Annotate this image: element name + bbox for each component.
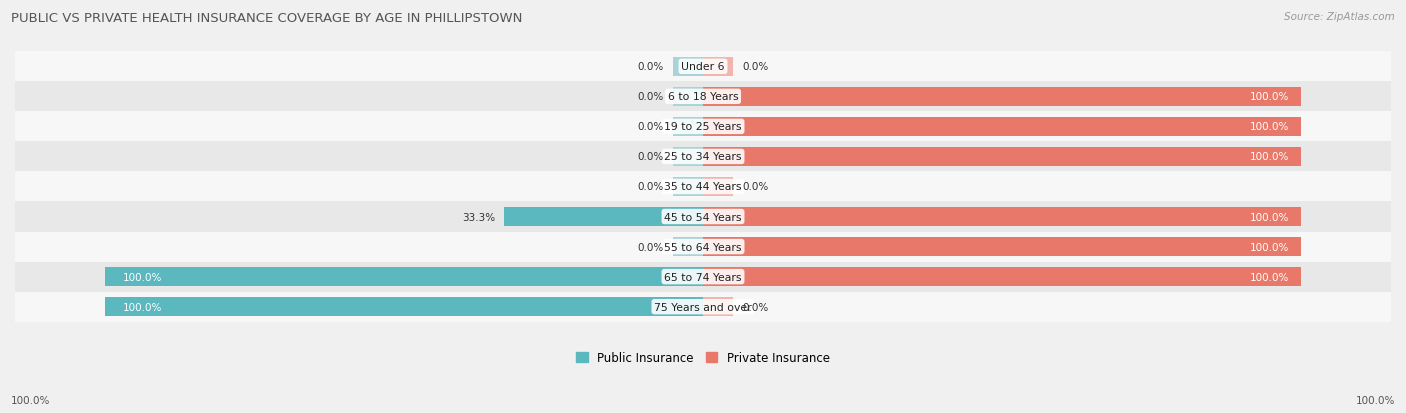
- Bar: [15, 82, 1391, 112]
- Bar: [104, 268, 703, 286]
- Bar: [15, 292, 1391, 322]
- Text: 19 to 25 Years: 19 to 25 Years: [664, 122, 742, 132]
- Legend: Public Insurance, Private Insurance: Public Insurance, Private Insurance: [576, 351, 830, 365]
- Bar: [703, 268, 1302, 286]
- Text: 0.0%: 0.0%: [742, 182, 768, 192]
- Text: 6 to 18 Years: 6 to 18 Years: [668, 92, 738, 102]
- Text: 0.0%: 0.0%: [638, 242, 664, 252]
- Text: 0.0%: 0.0%: [638, 62, 664, 72]
- Bar: [703, 148, 1302, 166]
- Text: 100.0%: 100.0%: [1250, 242, 1289, 252]
- Bar: [673, 237, 703, 256]
- Text: 100.0%: 100.0%: [122, 272, 162, 282]
- Text: 100.0%: 100.0%: [1250, 152, 1289, 162]
- Bar: [703, 88, 1302, 107]
- Bar: [703, 208, 1302, 226]
- Bar: [703, 58, 733, 76]
- Text: 65 to 74 Years: 65 to 74 Years: [664, 272, 742, 282]
- Text: 0.0%: 0.0%: [638, 152, 664, 162]
- Bar: [15, 142, 1391, 172]
- Text: 100.0%: 100.0%: [11, 395, 51, 405]
- Bar: [15, 52, 1391, 82]
- Bar: [503, 208, 703, 226]
- Text: 75 Years and over: 75 Years and over: [654, 302, 752, 312]
- Bar: [15, 112, 1391, 142]
- Text: 0.0%: 0.0%: [638, 122, 664, 132]
- Text: 55 to 64 Years: 55 to 64 Years: [664, 242, 742, 252]
- Text: 100.0%: 100.0%: [1250, 122, 1289, 132]
- Text: 100.0%: 100.0%: [1355, 395, 1395, 405]
- Bar: [673, 178, 703, 196]
- Bar: [673, 88, 703, 107]
- Bar: [703, 178, 733, 196]
- Text: 0.0%: 0.0%: [638, 92, 664, 102]
- Bar: [703, 237, 1302, 256]
- Text: 0.0%: 0.0%: [638, 182, 664, 192]
- Bar: [703, 298, 733, 316]
- Text: 100.0%: 100.0%: [1250, 92, 1289, 102]
- Text: 100.0%: 100.0%: [122, 302, 162, 312]
- Text: Source: ZipAtlas.com: Source: ZipAtlas.com: [1284, 12, 1395, 22]
- Text: 33.3%: 33.3%: [461, 212, 495, 222]
- Bar: [15, 202, 1391, 232]
- Text: 0.0%: 0.0%: [742, 62, 768, 72]
- Text: 100.0%: 100.0%: [1250, 272, 1289, 282]
- Text: 0.0%: 0.0%: [742, 302, 768, 312]
- Bar: [15, 262, 1391, 292]
- Text: 25 to 34 Years: 25 to 34 Years: [664, 152, 742, 162]
- Bar: [673, 118, 703, 136]
- Text: PUBLIC VS PRIVATE HEALTH INSURANCE COVERAGE BY AGE IN PHILLIPSTOWN: PUBLIC VS PRIVATE HEALTH INSURANCE COVER…: [11, 12, 523, 25]
- Text: 100.0%: 100.0%: [1250, 212, 1289, 222]
- Bar: [703, 118, 1302, 136]
- Bar: [673, 58, 703, 76]
- Bar: [673, 148, 703, 166]
- Text: 45 to 54 Years: 45 to 54 Years: [664, 212, 742, 222]
- Text: Under 6: Under 6: [682, 62, 724, 72]
- Text: 35 to 44 Years: 35 to 44 Years: [664, 182, 742, 192]
- Bar: [15, 232, 1391, 262]
- Bar: [15, 172, 1391, 202]
- Bar: [104, 298, 703, 316]
